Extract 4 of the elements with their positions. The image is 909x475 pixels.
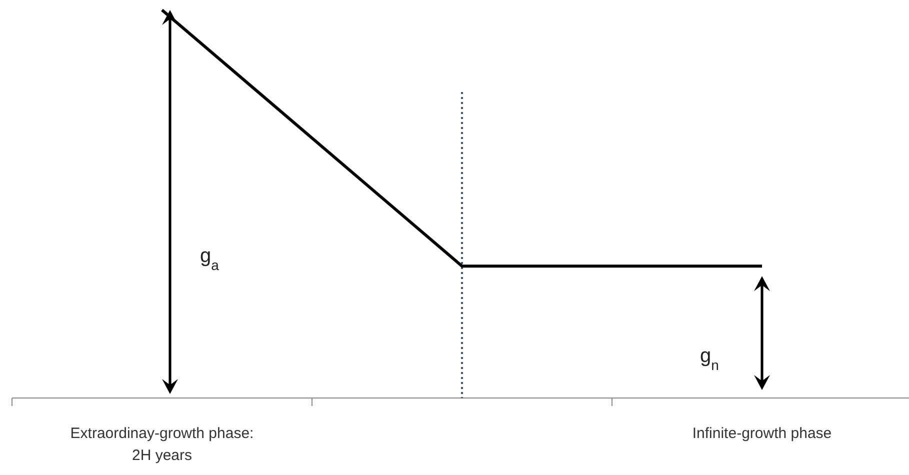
x-tick-label: Extraordinay-growth phase: 2H years bbox=[70, 425, 254, 464]
annotation: g$_{n}$ bbox=[700, 345, 719, 373]
x-tick-label: Infinite-growth phase bbox=[692, 425, 832, 442]
annotation: g$_{a}$ bbox=[200, 245, 220, 273]
